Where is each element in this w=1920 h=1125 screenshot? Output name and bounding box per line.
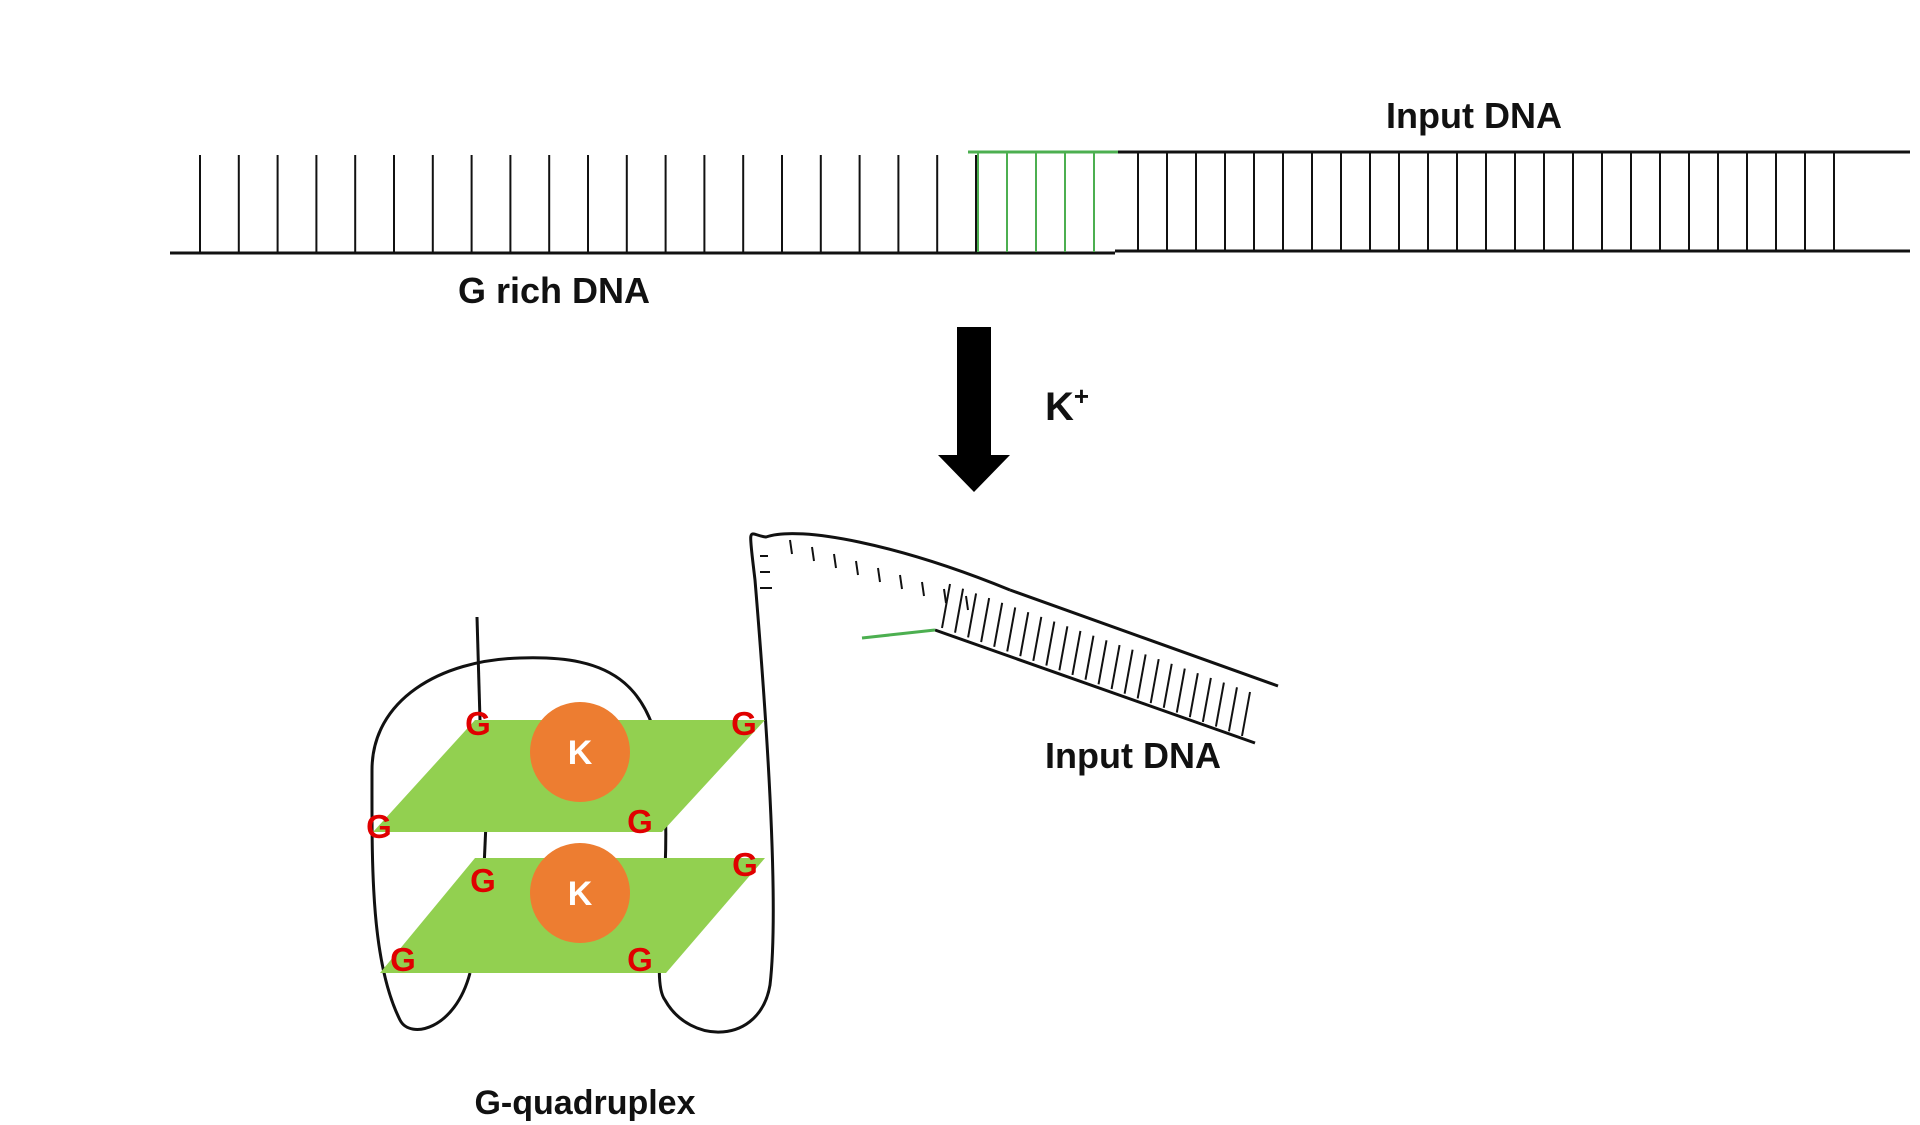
ion-circle bbox=[530, 843, 630, 943]
base-pair-tick bbox=[1136, 654, 1147, 699]
base-pair-tick bbox=[1227, 687, 1238, 732]
bent-input-dna-base-pairs bbox=[941, 583, 1251, 737]
upper-potassium-ion: K bbox=[530, 702, 630, 802]
base-pair-tick bbox=[1123, 649, 1134, 694]
base-pair-tick bbox=[980, 597, 991, 643]
hybrid-base-pairs bbox=[977, 153, 1095, 252]
bent-input-dna-bottom-strand bbox=[934, 628, 1256, 745]
guanine: G bbox=[731, 705, 757, 742]
ion-symbol: K bbox=[1045, 385, 1074, 429]
base-pair-tick bbox=[967, 593, 978, 638]
guanine: G bbox=[470, 862, 496, 899]
base-pair-tick bbox=[1071, 630, 1082, 676]
g-quadruplex-label: G-quadruplex bbox=[474, 1084, 695, 1122]
guanine: G bbox=[627, 803, 653, 840]
ion-charge: + bbox=[1074, 381, 1089, 411]
base-tick bbox=[899, 574, 903, 590]
base-pair-tick bbox=[1019, 611, 1030, 657]
ion-label: K bbox=[568, 875, 593, 913]
guanine: G bbox=[390, 941, 416, 978]
base-pair-tick bbox=[941, 583, 951, 629]
base-tick bbox=[789, 539, 793, 555]
base-pair-tick bbox=[954, 588, 965, 633]
bent-hybrid-remnant bbox=[861, 628, 936, 640]
base-pair-tick bbox=[1214, 682, 1225, 727]
base-tick bbox=[811, 546, 815, 562]
base-pair-tick bbox=[1149, 658, 1160, 704]
input-dna-label-top: Input DNA bbox=[1386, 95, 1562, 136]
base-pair-tick bbox=[1162, 663, 1173, 709]
base-tick bbox=[965, 595, 969, 611]
strand-5prime-tail bbox=[475, 616, 482, 721]
potassium-ion-label: K+ bbox=[1045, 381, 1089, 429]
input-dna-label-bottom: Input DNA bbox=[1045, 735, 1221, 776]
guanine: G bbox=[465, 705, 491, 742]
base-pair-tick bbox=[1058, 626, 1069, 671]
base-pair-tick bbox=[993, 602, 1004, 647]
base-pair-tick bbox=[1084, 635, 1095, 680]
base-tick bbox=[877, 567, 881, 583]
bent-strand-bases bbox=[760, 539, 969, 611]
guanine: G bbox=[627, 941, 653, 978]
reaction-arrow: K+ bbox=[938, 327, 1089, 492]
arrow-head bbox=[938, 455, 1010, 492]
guanine: G bbox=[366, 808, 392, 845]
ion-circle bbox=[530, 702, 630, 802]
base-tick bbox=[943, 588, 947, 604]
quadruplex-state: K K G G G G G G G G Input DNA G-quadrupl… bbox=[366, 532, 1279, 1122]
guanine: G bbox=[732, 846, 758, 883]
base-pair-tick bbox=[1241, 691, 1251, 737]
base-pair-tick bbox=[1188, 673, 1199, 718]
duplex-state: Input DNA G rich DNA bbox=[170, 95, 1910, 311]
base-pair-tick bbox=[1045, 621, 1056, 666]
base-pair-tick bbox=[1006, 607, 1017, 652]
arrow-shaft bbox=[957, 327, 991, 457]
ion-label: K bbox=[568, 734, 593, 772]
base-pair-tick bbox=[1097, 640, 1108, 685]
base-pair-tick bbox=[1201, 677, 1212, 723]
g-rich-single-strand-bases bbox=[199, 155, 977, 252]
base-pair-tick bbox=[1175, 668, 1186, 713]
base-tick bbox=[833, 553, 837, 569]
lower-potassium-ion: K bbox=[530, 843, 630, 943]
base-tick bbox=[855, 560, 859, 576]
base-pair-tick bbox=[1110, 644, 1121, 690]
bent-input-dna-top-strand bbox=[1009, 588, 1279, 688]
input-dna-base-pairs bbox=[1137, 153, 1835, 250]
g-rich-dna-label: G rich DNA bbox=[458, 270, 650, 311]
base-pair-tick bbox=[1032, 616, 1043, 662]
base-tick bbox=[921, 581, 925, 597]
